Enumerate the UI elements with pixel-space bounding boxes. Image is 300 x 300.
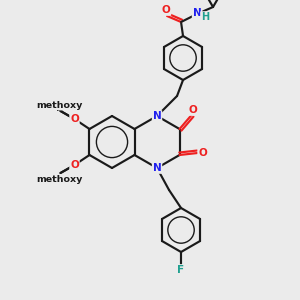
Text: O: O (198, 148, 207, 158)
Text: methoxy: methoxy (36, 175, 83, 184)
Text: H: H (201, 12, 209, 22)
Text: F: F (178, 265, 184, 275)
Text: O: O (70, 160, 79, 170)
Text: N: N (153, 163, 161, 173)
Text: N: N (153, 111, 161, 121)
Text: O: O (162, 5, 170, 15)
Text: O: O (70, 114, 79, 124)
Text: O: O (188, 105, 197, 115)
Text: methoxy: methoxy (36, 100, 83, 109)
Text: N: N (193, 8, 201, 18)
Text: methoxy: methoxy (57, 110, 64, 111)
